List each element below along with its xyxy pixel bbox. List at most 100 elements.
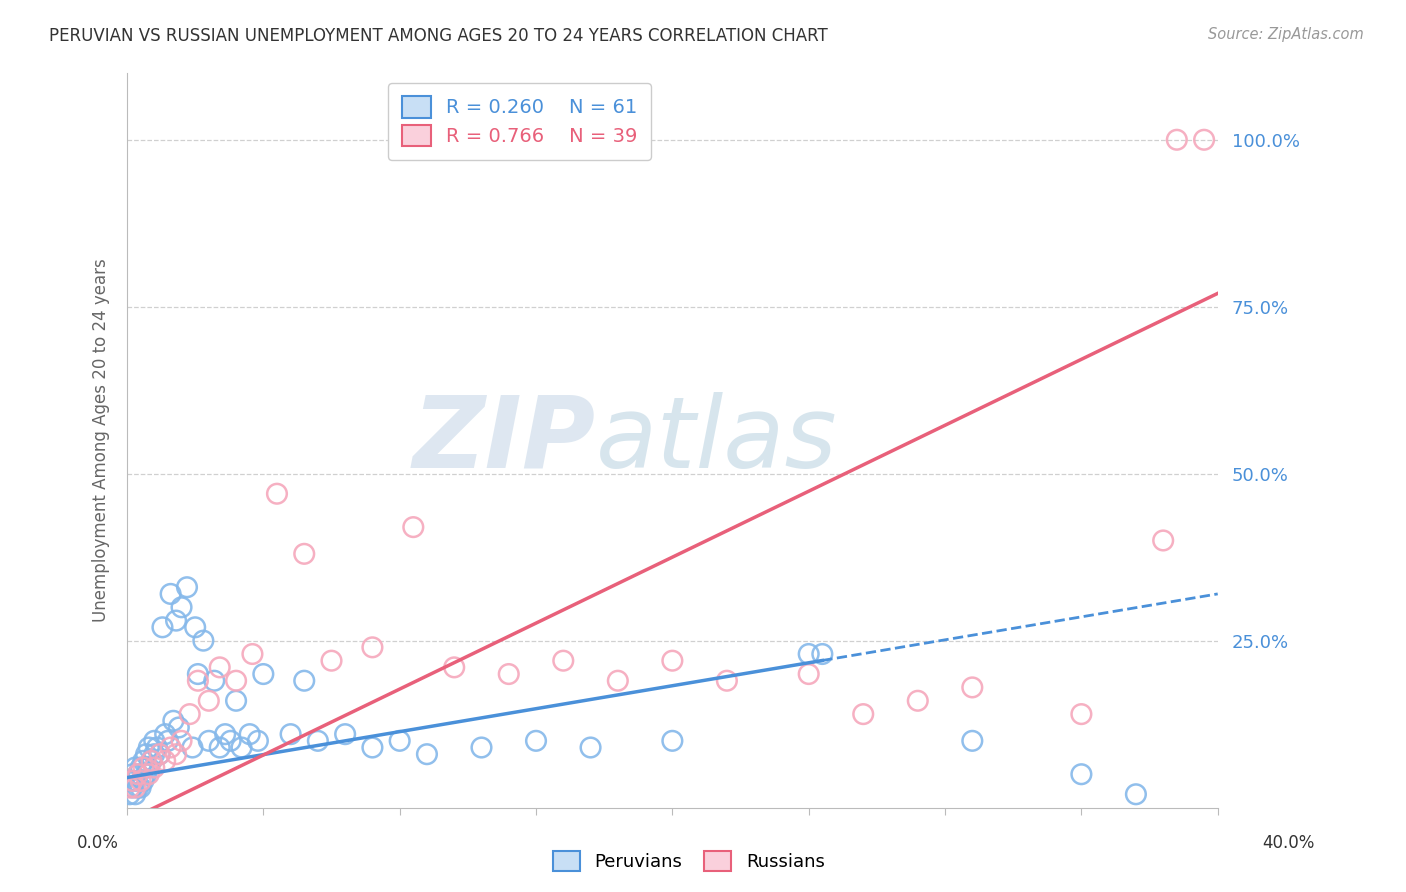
Point [252,667,274,681]
Point [159,587,181,601]
Point [716,673,738,688]
Point [129,780,152,795]
Point [239,727,262,741]
Point [242,647,264,661]
Text: PERUVIAN VS RUSSIAN UNEMPLOYMENT AMONG AGES 20 TO 24 YEARS CORRELATION CHART: PERUVIAN VS RUSSIAN UNEMPLOYMENT AMONG A… [49,27,828,45]
Point [797,647,820,661]
Text: Source: ZipAtlas.com: Source: ZipAtlas.com [1208,27,1364,42]
Point [246,734,269,748]
Point [149,747,172,762]
Point [143,734,166,748]
Point [962,734,984,748]
Point [797,667,820,681]
Point [292,673,315,688]
Point [156,734,179,748]
Point [118,780,141,795]
Point [219,734,242,748]
Text: atlas: atlas [596,392,838,489]
Point [167,721,190,735]
Point [811,647,834,661]
Point [170,600,193,615]
Point [146,740,169,755]
Point [121,780,143,795]
Point [1152,533,1174,548]
Point [321,654,343,668]
Point [266,487,288,501]
Point [179,707,201,722]
Point [280,727,302,741]
Point [193,633,215,648]
Point [153,727,176,741]
Point [165,747,187,762]
Point [127,767,149,781]
Point [907,694,929,708]
Point [143,747,166,762]
Point [165,614,187,628]
Text: ZIP: ZIP [413,392,596,489]
Point [361,640,384,655]
Point [470,740,492,755]
Point [202,673,225,688]
Legend: R = 0.260    N = 61, R = 0.766    N = 39: R = 0.260 N = 61, R = 0.766 N = 39 [388,83,651,160]
Point [208,660,231,674]
Point [141,754,163,768]
Text: 40.0%: 40.0% [1263,834,1315,852]
Point [661,654,683,668]
Point [962,681,984,695]
Point [124,773,146,788]
Point [132,760,155,774]
Point [118,773,141,788]
Point [307,734,329,748]
Point [141,754,163,768]
Point [181,740,204,755]
Point [159,740,181,755]
Point [416,747,439,762]
Point [1125,787,1147,801]
Point [225,694,247,708]
Point [402,520,425,534]
Text: 0.0%: 0.0% [77,834,120,852]
Point [198,694,221,708]
Point [184,620,207,634]
Point [187,667,209,681]
Point [132,754,155,768]
Point [129,760,152,774]
Point [124,760,146,774]
Point [129,773,152,788]
Point [121,767,143,781]
Point [198,734,221,748]
Point [118,787,141,801]
Point [1192,133,1215,147]
Point [208,740,231,755]
Point [124,780,146,795]
Point [606,673,628,688]
Legend: Peruvians, Russians: Peruvians, Russians [546,844,832,879]
Point [524,734,547,748]
Point [361,740,384,755]
Point [661,734,683,748]
Point [579,740,602,755]
Point [1166,133,1188,147]
Point [153,754,176,768]
Point [231,740,253,755]
Point [127,767,149,781]
Point [149,747,172,762]
Point [170,734,193,748]
Point [143,760,166,774]
Point [162,714,184,728]
Point [121,773,143,788]
Point [127,780,149,795]
Point [138,740,160,755]
Point [852,707,875,722]
Point [333,727,356,741]
Point [1070,767,1092,781]
Point [124,787,146,801]
Point [388,734,411,748]
Point [225,673,247,688]
Point [498,667,520,681]
Y-axis label: Unemployment Among Ages 20 to 24 years: Unemployment Among Ages 20 to 24 years [93,259,110,623]
Point [187,673,209,688]
Point [138,760,160,774]
Point [135,767,157,781]
Point [443,660,465,674]
